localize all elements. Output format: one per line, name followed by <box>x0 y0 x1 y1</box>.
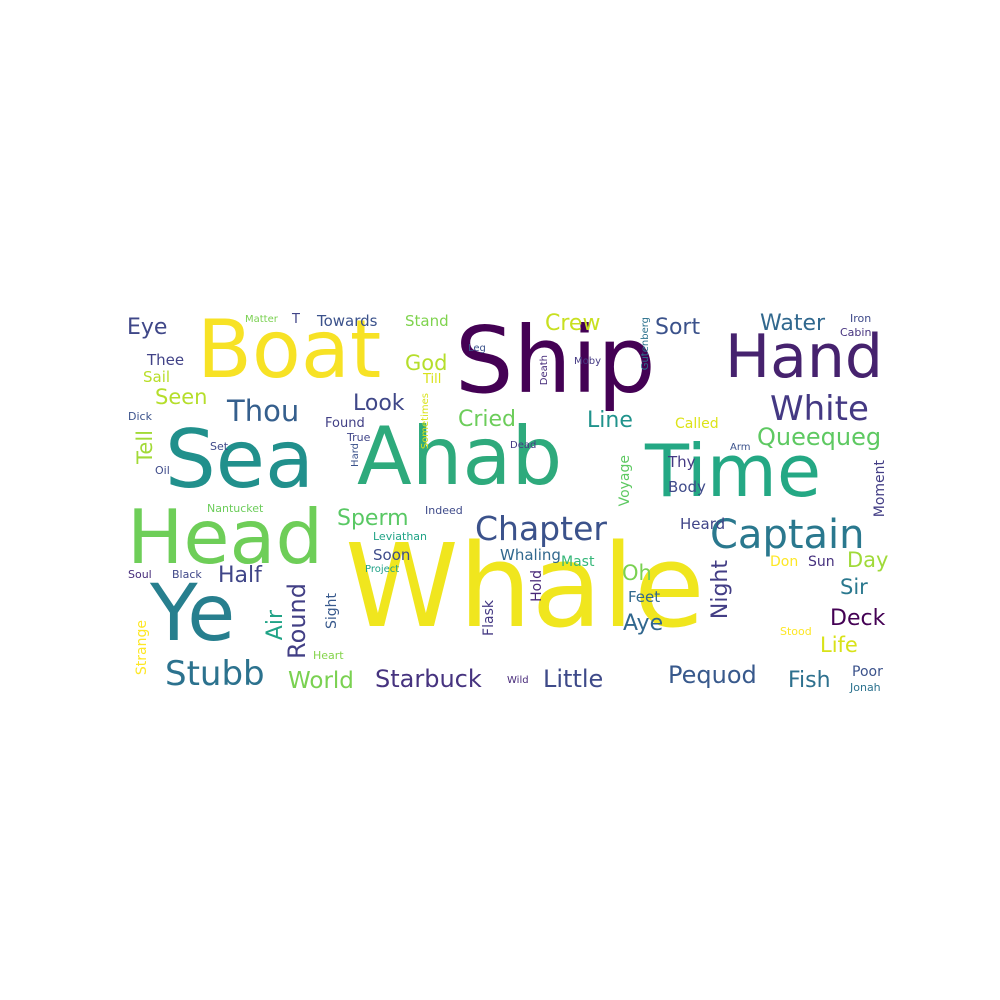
word-starbuck: Starbuck <box>375 665 482 693</box>
word-set: Set <box>210 440 229 453</box>
word-ship: Ship <box>455 307 656 414</box>
word-dead: Dead <box>510 440 537 451</box>
word-cabin: Cabin <box>840 326 872 339</box>
word-body: Body <box>668 478 706 496</box>
word-round: Round <box>283 583 311 659</box>
word-little: Little <box>543 665 604 693</box>
word-heart: Heart <box>313 649 344 662</box>
word-oh: Oh <box>622 561 652 585</box>
word-till: Till <box>423 372 442 387</box>
word-strange: Strange <box>134 620 150 676</box>
word-t: T <box>292 312 300 327</box>
word-sight: Sight <box>324 593 340 630</box>
word-found: Found <box>325 416 365 431</box>
word-boat: Boat <box>197 305 382 396</box>
word-called: Called <box>675 416 719 432</box>
word-eye: Eye <box>127 315 168 340</box>
word-gutenberg: Gutenberg <box>640 317 651 371</box>
word-sail: Sail <box>143 368 171 386</box>
word-iron: Iron <box>850 312 872 325</box>
word-stood: Stood <box>780 625 812 638</box>
word-moment: Moment <box>872 460 888 518</box>
word-black: Black <box>172 568 202 581</box>
word-sun: Sun <box>808 554 835 570</box>
word-tell: Tell <box>133 430 157 464</box>
word-god: God <box>405 351 448 375</box>
word-water: Water <box>760 311 826 336</box>
word-cloud: Whale Ahab Ship Sea Time Boat Head Hand … <box>125 305 895 710</box>
word-hold: Hold <box>529 570 545 602</box>
word-fish: Fish <box>788 668 831 693</box>
word-hand: Hand <box>725 322 883 392</box>
word-life: Life <box>820 633 858 657</box>
word-sort: Sort <box>655 315 701 340</box>
word-flask: Flask <box>481 600 497 636</box>
word-indeed: Indeed <box>425 504 463 517</box>
word-ahab: Ahab <box>357 410 563 503</box>
word-dick: Dick <box>128 410 152 423</box>
word-time: Time <box>645 429 822 513</box>
word-queequeg: Queequeg <box>757 423 882 451</box>
word-death: Death <box>539 355 550 386</box>
word-day: Day <box>847 548 889 572</box>
word-sometimes: Sometimes <box>420 393 431 450</box>
word-soon: Soon <box>373 546 411 564</box>
word-soul: Soul <box>128 568 152 581</box>
word-crew: Crew <box>545 311 601 336</box>
word-world: World <box>288 668 354 694</box>
word-don: Don <box>770 554 799 570</box>
word-heard: Heard <box>680 515 726 533</box>
word-head: Head <box>127 493 324 581</box>
word-leviathan: Leviathan <box>373 530 428 543</box>
word-sea: Sea <box>165 413 315 506</box>
word-wild: Wild <box>507 675 529 686</box>
word-mast: Mast <box>561 554 595 570</box>
word-moby: Moby <box>574 356 602 367</box>
word-seen: Seen <box>155 385 208 409</box>
word-pequod: Pequod <box>668 661 757 689</box>
word-stand: Stand <box>405 312 449 330</box>
word-whale: Whale <box>345 520 705 654</box>
word-thou: Thou <box>227 394 300 428</box>
word-leg: Leg <box>468 343 486 354</box>
word-hard: Hard <box>350 443 361 467</box>
word-chapter: Chapter <box>475 509 607 548</box>
word-air: Air <box>263 610 288 641</box>
word-thy: Thy <box>668 453 696 471</box>
word-cried: Cried <box>458 407 517 432</box>
word-stubb: Stubb <box>165 654 265 694</box>
word-sperm: Sperm <box>337 506 409 531</box>
word-project: Project <box>365 564 400 575</box>
word-poor: Poor <box>852 664 883 680</box>
word-arm: Arm <box>730 442 751 453</box>
word-feet: Feet <box>628 588 661 606</box>
word-thee: Thee <box>147 351 185 369</box>
word-night: Night <box>708 560 733 620</box>
word-towards: Towards <box>317 312 378 330</box>
word-whaling: Whaling <box>500 546 561 564</box>
word-white: White <box>770 389 869 429</box>
word-look: Look <box>353 391 405 416</box>
word-nantucket: Nantucket <box>207 502 264 515</box>
word-line: Line <box>587 408 633 433</box>
word-jonah: Jonah <box>850 681 881 694</box>
word-true: True <box>347 431 371 444</box>
word-oil: Oil <box>155 464 170 477</box>
word-sir: Sir <box>840 575 868 599</box>
word-voyage: Voyage <box>617 455 633 507</box>
word-captain: Captain <box>710 512 865 558</box>
word-aye: Aye <box>623 611 664 636</box>
word-matter: Matter <box>245 314 278 325</box>
word-half: Half <box>218 563 262 588</box>
word-deck: Deck <box>830 606 886 631</box>
word-ye: Ye <box>150 569 236 659</box>
